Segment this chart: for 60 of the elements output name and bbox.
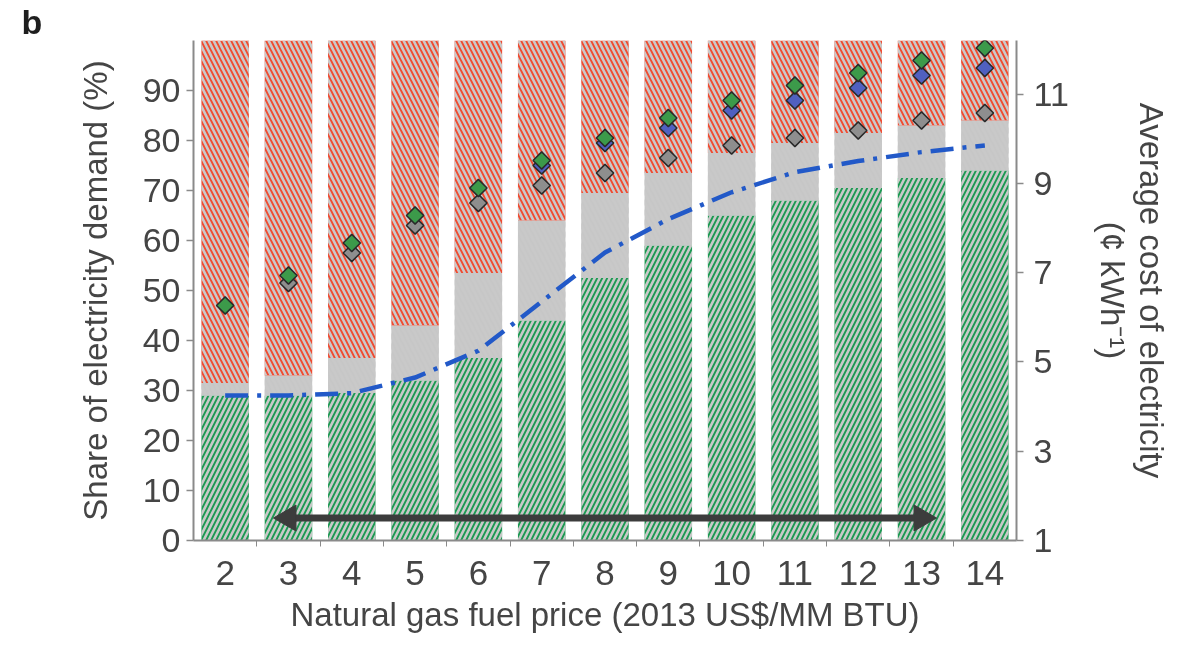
- y2-tick-label: 9: [1033, 163, 1053, 202]
- point: [468, 193, 488, 213]
- y-tick-label: 10: [142, 471, 181, 509]
- x-tick-label: 8: [595, 552, 615, 592]
- x-tick-label: 6: [468, 552, 489, 592]
- y2-tick-label: 11: [1033, 74, 1069, 113]
- y2-tick-label: 7: [1033, 253, 1053, 292]
- point: [912, 66, 931, 85]
- x-tick-label: 4: [342, 552, 362, 592]
- point: [848, 78, 868, 98]
- point: [785, 91, 805, 110]
- x-tick-label: 5: [405, 552, 425, 592]
- line-series: [222, 143, 988, 398]
- point: [215, 296, 235, 315]
- x-tick-label: 14: [965, 552, 1005, 592]
- point: [658, 148, 678, 168]
- point: [975, 40, 995, 58]
- y2-tick-label: 3: [1033, 431, 1053, 470]
- y-tick-label: 30: [142, 371, 181, 409]
- y-tick-label: 60: [142, 221, 181, 259]
- x-tick-label: 11: [776, 552, 814, 592]
- point: [532, 176, 552, 195]
- point: [658, 108, 678, 128]
- point: [785, 128, 805, 148]
- x-tick-label: 2: [215, 552, 235, 592]
- y-tick-label: 50: [142, 271, 181, 309]
- point: [468, 178, 488, 198]
- chart-title: b: [21, 2, 43, 41]
- point: [595, 163, 615, 183]
- y-tick-label: 70: [142, 171, 181, 209]
- point: [912, 51, 931, 70]
- x-tick-label: 13: [902, 552, 942, 592]
- point: [848, 63, 868, 83]
- point: [595, 128, 615, 148]
- point: [722, 136, 742, 155]
- point: [405, 206, 425, 225]
- x-tick-label: 3: [278, 552, 299, 592]
- x-tick-label: 9: [658, 552, 679, 592]
- y-tick-label: 0: [161, 521, 181, 559]
- x-axis-title: Natural gas fuel price (2013 US$/MM BTU): [290, 595, 920, 633]
- y2-tick-label: 1: [1033, 521, 1053, 559]
- point: [975, 58, 995, 78]
- y-tick-label: 90: [142, 71, 181, 109]
- point: [975, 103, 995, 123]
- point: [279, 266, 298, 285]
- y-tick-label: 20: [142, 421, 181, 459]
- point: [722, 91, 742, 110]
- y-tick-label: 40: [142, 321, 181, 359]
- x-tick-label: 7: [531, 552, 552, 592]
- x-tick-label: 10: [712, 552, 752, 592]
- x-tick-label: 12: [838, 552, 878, 592]
- y-tick-label: 80: [142, 121, 181, 159]
- point: [912, 111, 931, 130]
- point: [848, 121, 868, 140]
- y2-axis-title: Average cost of electricity (¢ kWh⁻¹): [1093, 102, 1170, 479]
- point: [785, 76, 805, 95]
- point: [342, 233, 362, 253]
- point: [532, 151, 552, 170]
- y-axis-title: Share of electricity demand (%): [76, 60, 114, 521]
- y2-tick-label: 5: [1033, 342, 1053, 381]
